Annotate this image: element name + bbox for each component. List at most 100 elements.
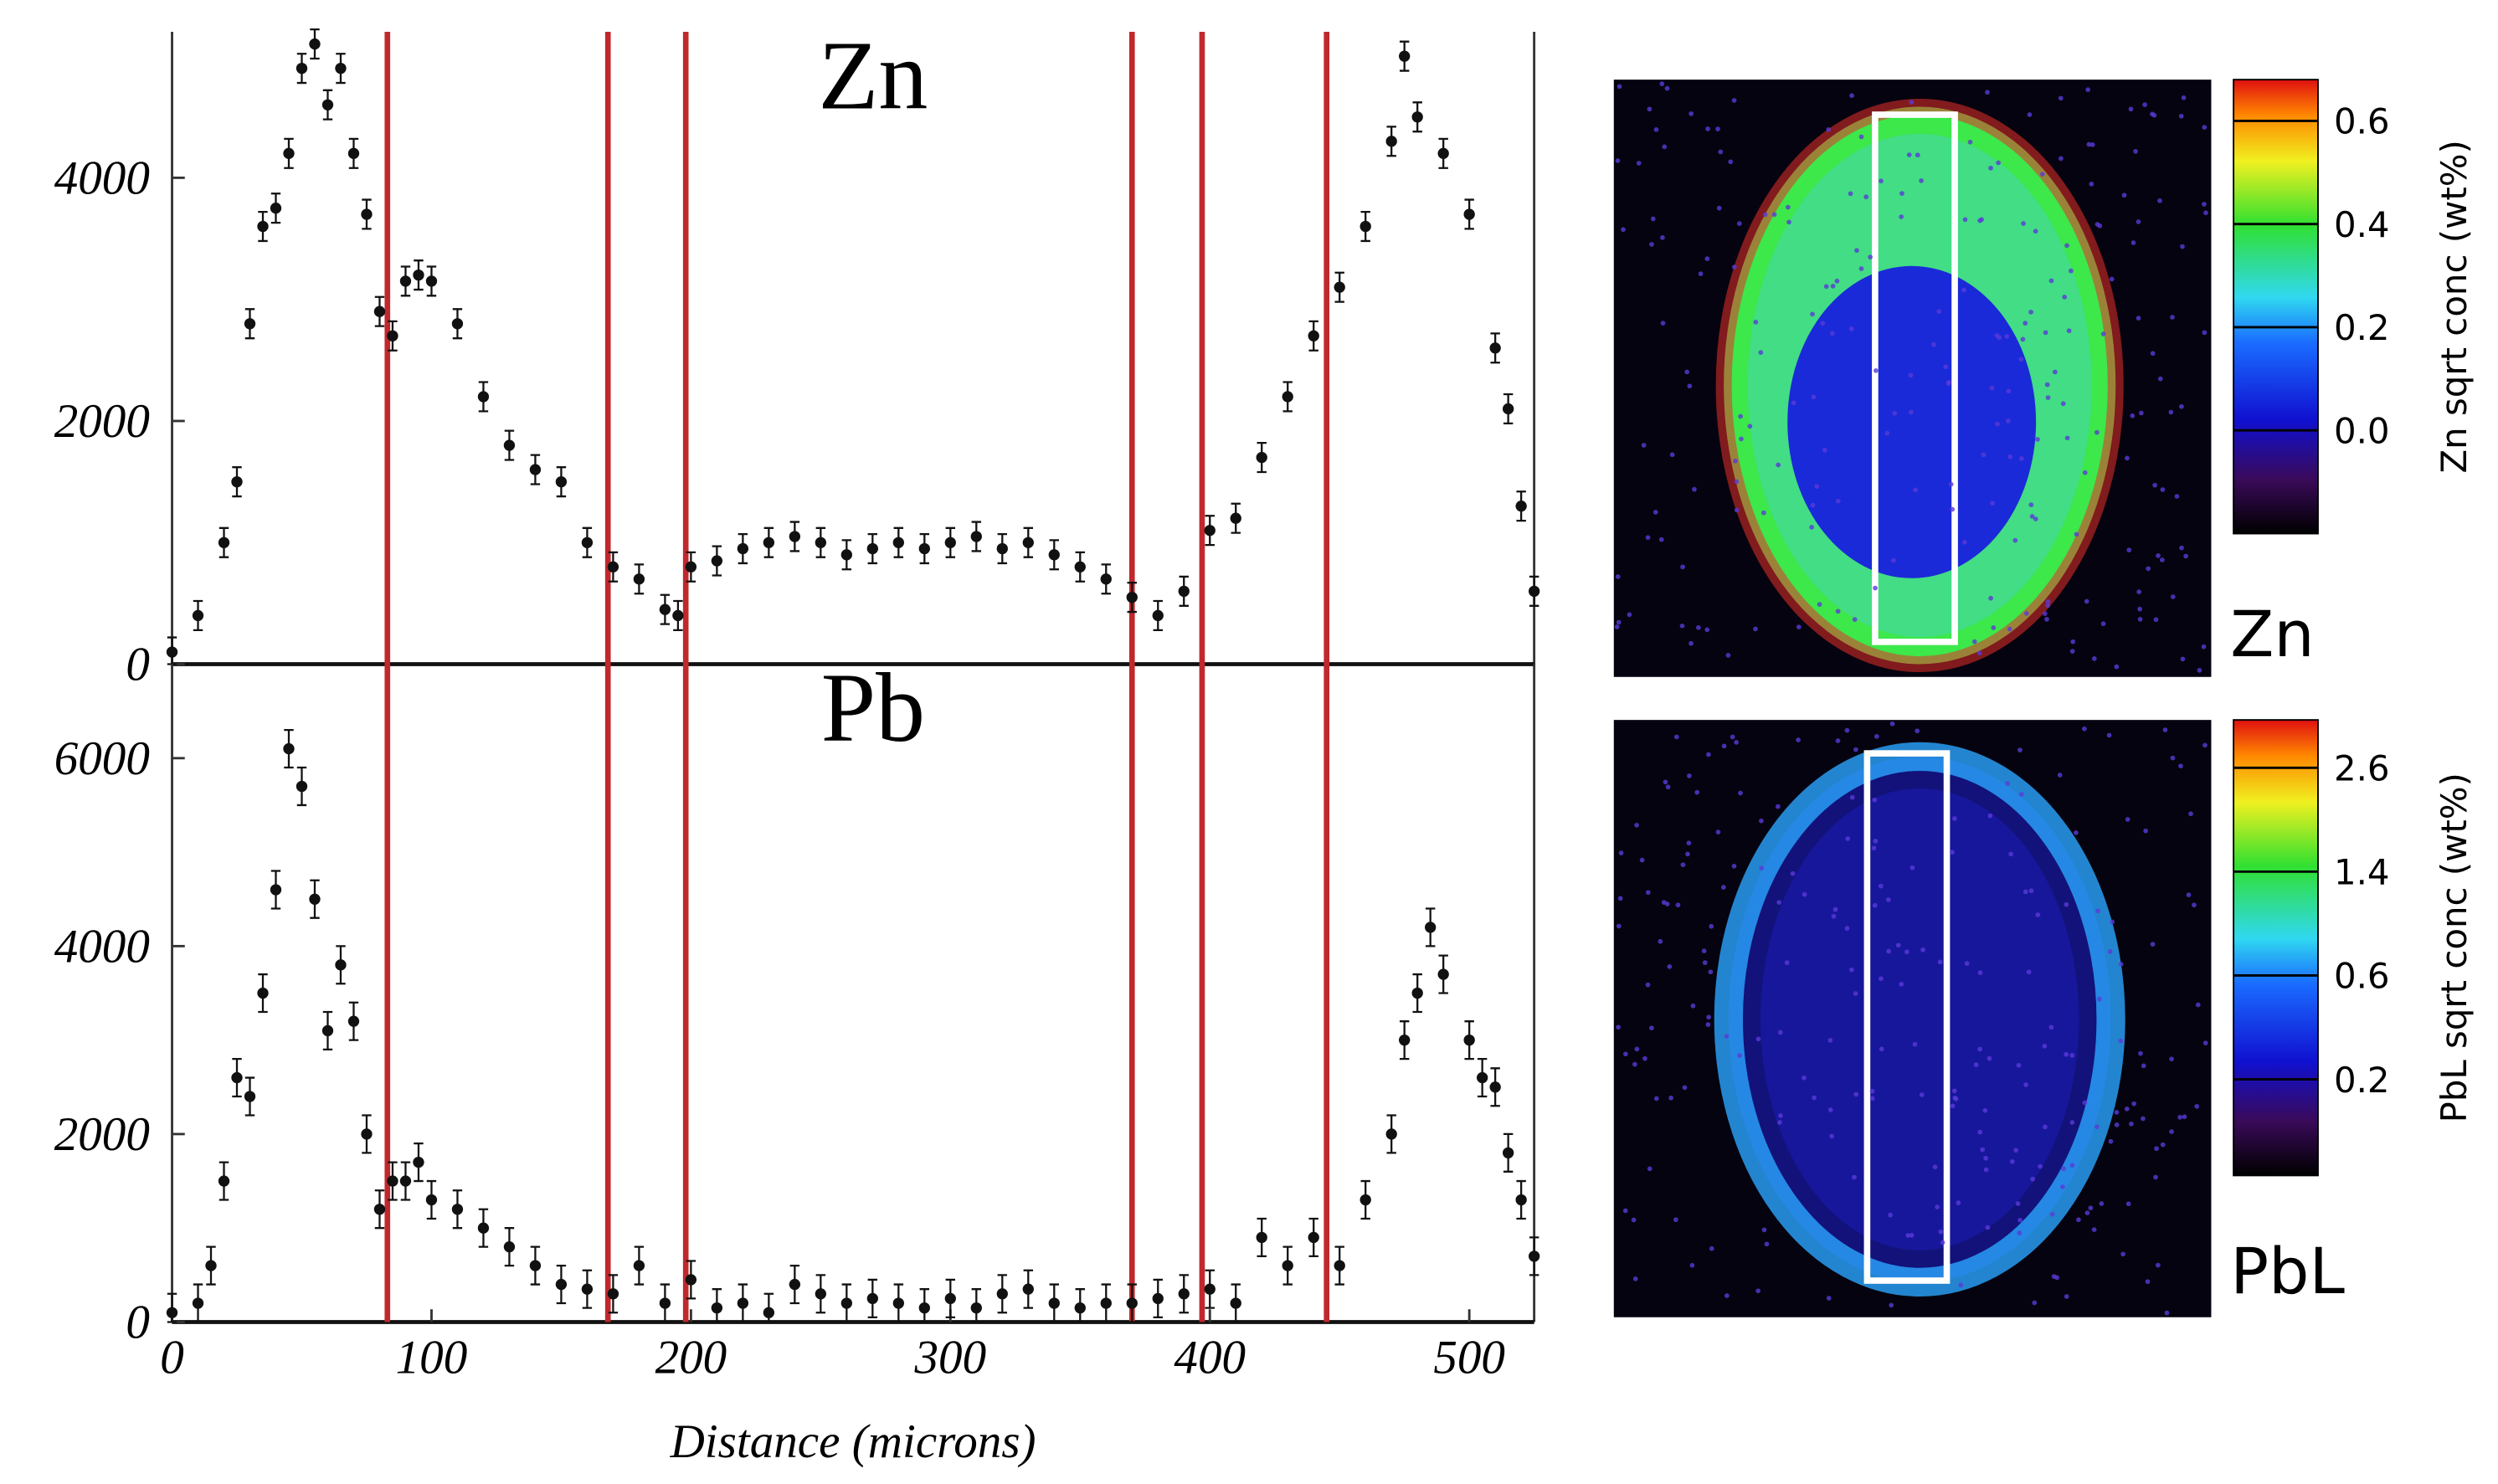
noise-dot — [1989, 385, 1995, 391]
data-point — [892, 1297, 904, 1309]
zn-map — [1613, 80, 2212, 677]
noise-dot — [2195, 1002, 2201, 1008]
noise-dot — [1823, 284, 1829, 290]
noise-dot — [1956, 1200, 1961, 1206]
data-point — [192, 609, 204, 622]
noise-dot — [2146, 566, 2151, 572]
noise-dot — [1731, 264, 1737, 270]
noise-dot — [2033, 229, 2038, 234]
noise-dot — [2121, 193, 2127, 198]
noise-dot — [2160, 1142, 2166, 1148]
y-tick-label: 2000 — [54, 395, 150, 448]
data-point — [892, 537, 904, 548]
noise-dot — [1835, 498, 1841, 504]
noise-dot — [1891, 557, 1896, 563]
data-point — [205, 1260, 217, 1271]
noise-dot — [2138, 410, 2144, 416]
data-point — [309, 38, 321, 50]
noise-dot — [2141, 1063, 2146, 1069]
noise-dot — [1810, 311, 1815, 317]
noise-dot — [1652, 510, 1658, 515]
noise-dot — [1845, 836, 1851, 841]
data-point — [685, 1274, 697, 1286]
noise-dot — [2107, 949, 2113, 954]
noise-dot — [2150, 351, 2156, 357]
data-point — [1126, 591, 1138, 603]
noise-dot — [2064, 243, 2069, 249]
noise-dot — [1667, 963, 1673, 969]
colorbar-label: PbL sqrt conc (wt%) — [2434, 773, 2475, 1122]
data-point — [1256, 1231, 1267, 1244]
data-point — [166, 1307, 178, 1318]
data-point — [347, 147, 360, 160]
noise-dot — [2088, 1205, 2094, 1211]
noise-dot — [1627, 612, 1632, 618]
data-point — [1528, 585, 1540, 598]
noise-dot — [1673, 1217, 1678, 1223]
noise-dot — [1977, 1129, 1983, 1135]
noise-dot — [2126, 547, 2132, 552]
noise-dot — [2029, 514, 2035, 519]
map-label: PbL — [2230, 1234, 2345, 1308]
noise-dot — [2066, 328, 2072, 334]
noise-dot — [1616, 923, 1622, 929]
noise-dot — [1649, 242, 1654, 247]
noise-dot — [1614, 624, 1620, 629]
noise-dot — [2030, 1176, 2036, 1182]
noise-dot — [2039, 172, 2045, 177]
noise-dot — [1715, 829, 1721, 834]
noise-dot — [2045, 598, 2051, 604]
noise-dot — [1889, 1302, 1894, 1308]
noise-dot — [2125, 817, 2130, 822]
noise-dot — [1853, 1091, 1859, 1097]
noise-dot — [1778, 1113, 1783, 1118]
noise-dot — [1946, 379, 1951, 385]
noise-dot — [2186, 892, 2192, 897]
noise-dot — [2114, 1122, 2120, 1127]
noise-dot — [1701, 948, 1707, 953]
noise-dot — [2156, 1262, 2161, 1268]
noise-dot — [1734, 739, 1739, 745]
noise-dot — [1895, 942, 1901, 948]
data-point — [1022, 1283, 1034, 1295]
noise-dot — [2179, 403, 2184, 409]
data-point — [321, 1024, 334, 1037]
noise-dot — [2069, 268, 2074, 274]
data-point — [399, 1175, 412, 1187]
noise-dot — [2202, 742, 2208, 748]
noise-dot — [1961, 287, 1966, 293]
data-point — [918, 542, 930, 555]
noise-dot — [1814, 484, 1820, 489]
data-point — [1230, 512, 1241, 524]
noise-dot — [2137, 606, 2142, 612]
noise-dot — [2015, 1201, 2021, 1206]
noise-dot — [2091, 1227, 2097, 1233]
noise-dot — [2060, 1184, 2065, 1189]
data-point — [1399, 1034, 1411, 1046]
noise-dot — [1715, 126, 1720, 131]
noise-dot — [2192, 902, 2197, 908]
noise-dot — [2074, 830, 2079, 835]
noise-dot — [1950, 1103, 1956, 1109]
noise-dot — [1908, 372, 1914, 378]
noise-dot — [1869, 1088, 1875, 1094]
data-point — [918, 1302, 930, 1314]
data-point — [166, 646, 178, 658]
noise-dot — [2076, 1217, 2081, 1223]
noise-dot — [2013, 1148, 2019, 1153]
noise-dot — [2157, 376, 2163, 382]
noise-dot — [1762, 212, 1768, 218]
noise-dot — [2162, 727, 2168, 732]
noise-dot — [1785, 204, 1791, 210]
noise-dot — [1852, 617, 1858, 622]
noise-dot — [2114, 664, 2120, 670]
noise-dot — [1718, 149, 1724, 155]
noise-dot — [2043, 1124, 2048, 1130]
noise-dot — [1967, 139, 1973, 145]
noise-dot — [1615, 574, 1621, 579]
noise-dot — [2094, 1124, 2100, 1130]
noise-dot — [1950, 506, 1956, 512]
noise-dot — [2042, 1044, 2048, 1049]
data-point — [361, 1128, 373, 1140]
noise-dot — [1775, 804, 1781, 809]
